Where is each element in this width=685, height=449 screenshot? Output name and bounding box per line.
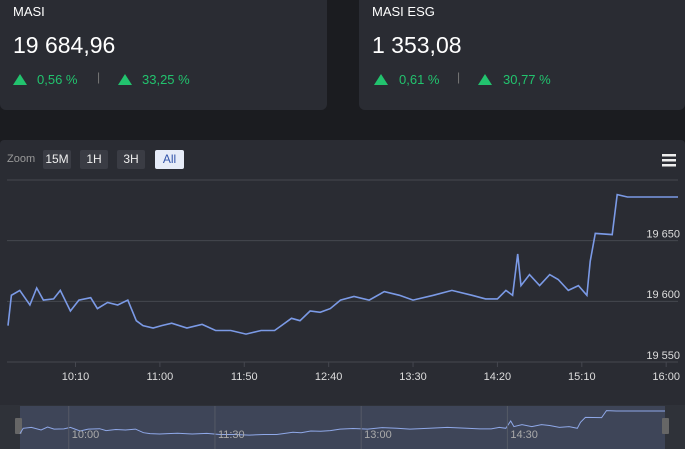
- zoom-button-label[interactable]: 15M: [45, 152, 68, 166]
- x-tick-label: 11:50: [231, 371, 258, 383]
- navigator-tick-label: 10:00: [72, 429, 100, 441]
- x-tick-label: 12:40: [315, 371, 343, 383]
- chart: Zoom 15M 1H 3H All 19 550 19 600 19 650 10:10 11…: [0, 140, 685, 449]
- navigator-handle[interactable]: [662, 418, 669, 434]
- chart-panel: [0, 140, 685, 449]
- card-value: 1 353,08: [372, 32, 462, 58]
- navigator-tick-label: 11:30: [218, 429, 245, 441]
- y-tick-label: 19 600: [646, 289, 680, 301]
- x-tick-label: 15:10: [568, 371, 596, 383]
- ytd-change: 30,77 %: [503, 72, 551, 87]
- day-change: 0,61 %: [399, 72, 440, 87]
- zoom-button[interactable]: [155, 150, 184, 169]
- menu-bar: [662, 159, 676, 162]
- ytd-change: 33,25 %: [142, 72, 190, 87]
- x-tick-label: 11:00: [147, 371, 174, 383]
- x-tick-label: 14:20: [484, 371, 512, 383]
- up-arrow: [374, 74, 388, 85]
- separator: |: [457, 70, 461, 84]
- up-arrow: [118, 74, 132, 85]
- up-arrow: [478, 74, 492, 85]
- index-card[interactable]: MASI ESG 1 353,08 0,61 % | 30,77 %: [359, 0, 685, 110]
- menu-bar: [662, 164, 676, 167]
- separator: |: [97, 70, 101, 84]
- zoom-button-label[interactable]: All: [163, 152, 176, 166]
- navigator-line: [19, 410, 665, 436]
- card-value: 19 684,96: [13, 32, 116, 58]
- y-tick-label: 19 550: [646, 350, 680, 362]
- day-change: 0,56 %: [37, 72, 78, 87]
- navigator-window[interactable]: [20, 406, 665, 449]
- y-tick-label: 19 650: [646, 229, 680, 241]
- zoom-button[interactable]: [117, 150, 145, 169]
- zoom-label: Zoom: [7, 153, 35, 165]
- index-card[interactable]: MASI 19 684,96 0,56 % | 33,25 %: [0, 0, 327, 110]
- zoom-button[interactable]: [43, 150, 71, 169]
- up-arrow: [13, 74, 27, 85]
- menu-icon[interactable]: [662, 154, 676, 167]
- x-tick-label: 13:30: [399, 371, 427, 383]
- navigator-handle[interactable]: [15, 418, 22, 434]
- zoom-button-label[interactable]: 3H: [123, 152, 138, 166]
- card-name: MASI: [13, 4, 45, 19]
- navigator-tick-label: 13:00: [364, 429, 392, 441]
- x-tick-label: 16:00: [652, 371, 680, 383]
- menu-bar: [662, 154, 676, 157]
- zoom-button[interactable]: [80, 150, 108, 169]
- zoom-button-label[interactable]: 1H: [86, 152, 101, 166]
- navigator-tick-label: 14:30: [510, 429, 538, 441]
- card-name: MASI ESG: [372, 4, 435, 19]
- x-tick-label: 10:10: [62, 371, 90, 383]
- price-line: [7, 193, 678, 335]
